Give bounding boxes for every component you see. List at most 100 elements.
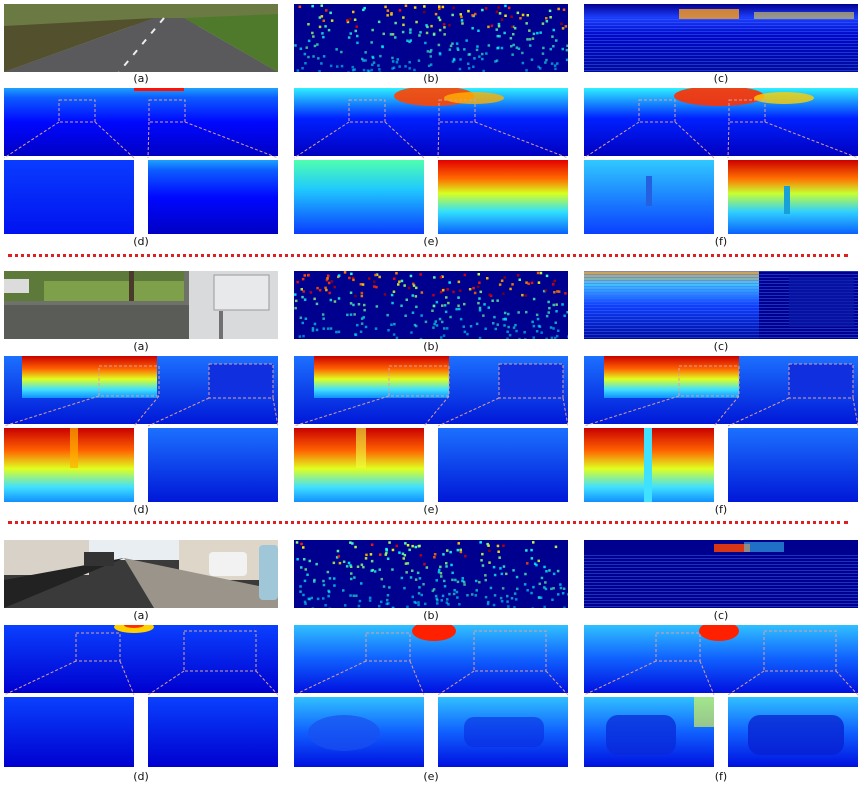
sparse-depth-point xyxy=(443,304,447,307)
sparse-depth-point xyxy=(366,69,370,72)
sparse-depth-point xyxy=(350,572,353,575)
sparse-depth-point xyxy=(515,46,519,49)
sparse-depth-point xyxy=(413,6,417,9)
sparse-depth-point xyxy=(401,30,405,34)
sparse-depth-point xyxy=(550,336,554,339)
sparse-depth-point xyxy=(409,576,413,579)
sparse-depth-point xyxy=(406,562,410,565)
sparse-depth-point xyxy=(301,67,304,70)
sparse-depth-point xyxy=(386,9,390,12)
sparse-depth-point xyxy=(433,276,436,279)
sparse-depth-point xyxy=(456,548,460,552)
sparse-depth-point xyxy=(484,595,488,599)
sparse-depth-point xyxy=(388,541,391,544)
sparse-depth-point xyxy=(439,276,443,279)
sparse-depth-point xyxy=(459,58,462,61)
sparse-depth-point xyxy=(503,276,506,279)
sparse-depth-point xyxy=(326,570,330,574)
sparse-depth-point xyxy=(557,7,560,11)
sparse-depth-point xyxy=(340,64,344,68)
sparse-depth-point xyxy=(446,549,449,552)
sparse-depth-point xyxy=(567,335,568,338)
sparse-depth-point xyxy=(529,44,532,47)
sparse-depth-point xyxy=(493,315,496,319)
g2-caption-b: (b) xyxy=(423,340,439,353)
sparse-depth-point xyxy=(313,580,316,583)
sparse-depth-point xyxy=(538,596,541,599)
sparse-depth-point xyxy=(439,290,443,294)
sparse-depth-point xyxy=(539,271,543,275)
sparse-depth-point xyxy=(392,290,396,293)
sparse-depth-point xyxy=(372,56,375,59)
sparse-depth-point xyxy=(329,298,333,302)
sparse-depth-point xyxy=(419,31,422,34)
sparse-depth-point xyxy=(511,53,514,56)
sparse-depth-point xyxy=(408,40,411,44)
g1-sparse-depth-svg xyxy=(294,4,568,72)
sparse-depth-point xyxy=(439,565,442,569)
sparse-depth-point xyxy=(492,565,496,569)
sparse-depth-point xyxy=(500,46,504,50)
sparse-depth-point xyxy=(351,276,355,280)
sparse-depth-point xyxy=(500,279,504,282)
sparse-depth-point xyxy=(311,327,315,330)
sparse-depth-point xyxy=(387,602,390,605)
sparse-depth-point xyxy=(487,44,491,47)
sparse-depth-point xyxy=(459,548,462,552)
sparse-depth-point xyxy=(549,47,552,51)
sparse-depth-point xyxy=(333,285,336,289)
sparse-depth-point xyxy=(508,333,512,337)
sparse-depth-point xyxy=(355,25,358,28)
sparse-depth-point xyxy=(318,289,322,292)
sparse-depth-point xyxy=(474,594,477,597)
sparse-depth-point xyxy=(506,330,509,333)
g2-sparse-depth-svg xyxy=(294,271,568,339)
sparse-depth-point xyxy=(368,599,372,602)
sparse-depth-point xyxy=(503,324,506,327)
sparse-depth-point xyxy=(337,274,341,277)
sparse-depth-point xyxy=(364,557,368,560)
sparse-depth-point xyxy=(377,64,380,67)
sparse-depth-point xyxy=(507,312,510,316)
sparse-depth-point xyxy=(515,329,518,333)
sparse-depth-point xyxy=(299,590,302,593)
sparse-depth-point xyxy=(553,279,556,283)
sparse-depth-point xyxy=(537,281,541,284)
sparse-depth-point xyxy=(395,272,398,275)
g1-depth-e xyxy=(294,88,568,234)
g2-caption-f: (f) xyxy=(714,503,728,516)
sparse-depth-point xyxy=(354,333,357,336)
sparse-depth-point xyxy=(498,35,501,38)
sparse-depth-point xyxy=(430,49,433,52)
g1-caption-c: (c) xyxy=(713,72,729,85)
sparse-depth-point xyxy=(411,311,415,314)
sparse-depth-point xyxy=(423,5,426,8)
sparse-depth-point xyxy=(385,548,388,552)
g2-caption-d: (d) xyxy=(133,503,149,516)
sparse-depth-point xyxy=(456,47,459,50)
sparse-depth-point xyxy=(398,280,401,283)
sparse-depth-point xyxy=(307,23,310,26)
sparse-depth-point xyxy=(436,602,439,605)
sparse-depth-point xyxy=(302,334,305,338)
sparse-depth-point xyxy=(530,281,534,285)
sparse-depth-point xyxy=(300,566,303,569)
sparse-depth-point xyxy=(448,592,451,596)
sparse-depth-point xyxy=(302,546,305,549)
sparse-depth-point xyxy=(310,596,313,600)
sparse-depth-point xyxy=(365,553,368,557)
sparse-depth-point xyxy=(477,273,480,276)
sparse-depth-point xyxy=(426,50,430,53)
sparse-depth-point xyxy=(456,580,460,584)
sparse-depth-point xyxy=(545,314,549,318)
sparse-depth-point xyxy=(550,62,554,65)
sparse-depth-point xyxy=(435,579,438,582)
sparse-depth-point xyxy=(299,47,303,50)
sparse-depth-point xyxy=(394,36,397,39)
sparse-depth-point xyxy=(462,325,465,328)
sparse-depth-point xyxy=(495,10,499,14)
sparse-depth-point xyxy=(395,336,399,339)
sparse-depth-point xyxy=(521,61,525,65)
sparse-depth-point xyxy=(304,602,307,605)
sparse-depth-point xyxy=(461,579,464,583)
